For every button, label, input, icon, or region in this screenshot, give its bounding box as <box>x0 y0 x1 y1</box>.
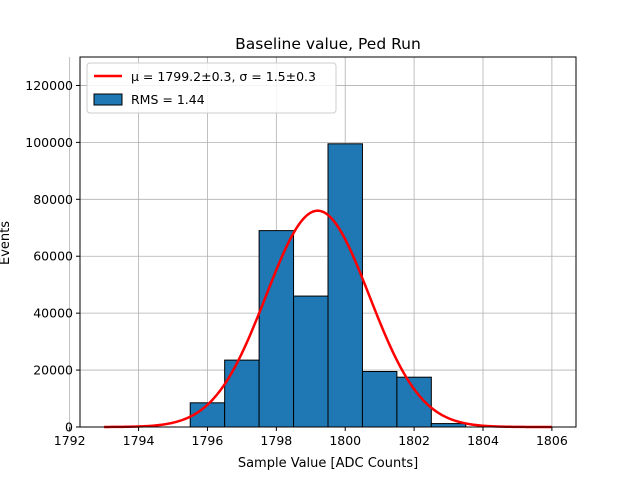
y-tick-label: 60000 <box>33 249 73 264</box>
x-tick-label: 1794 <box>123 433 155 448</box>
x-tick-label: 1796 <box>192 433 224 448</box>
histogram-bars <box>189 143 467 428</box>
fit-curve <box>104 209 552 429</box>
y-axis-title: Events <box>0 221 13 265</box>
x-tick-label: 1802 <box>398 433 430 448</box>
histogram-bar <box>293 295 329 428</box>
legend-rms-swatch <box>93 93 123 106</box>
x-tick-label: 1806 <box>536 433 568 448</box>
y-tick-label: 80000 <box>33 192 73 207</box>
x-tick-label: 1792 <box>54 433 86 448</box>
y-tick-label: 100000 <box>25 135 73 150</box>
gaussian-fit <box>104 209 552 429</box>
axes <box>79 56 577 428</box>
x-tick-label: 1800 <box>329 433 361 448</box>
legend-rms-label: RMS = 1.44 <box>131 92 205 107</box>
x-tick-label: 1804 <box>467 433 499 448</box>
y-tick-label: 40000 <box>33 306 73 321</box>
x-axis-ticks: 1792 1794 1796 1798 1800 1802 1804 1806 <box>54 427 568 448</box>
histogram-bar <box>258 230 295 428</box>
histogram-bar <box>224 359 260 428</box>
y-tick-label: 0 <box>65 420 73 435</box>
histogram-bar <box>327 143 363 428</box>
legend-fit-label: μ = 1799.2±0.3, σ = 1.5±0.3 <box>131 69 316 84</box>
x-axis-title: Sample Value [ADC Counts] <box>238 456 418 471</box>
axes-frame <box>79 56 577 428</box>
y-tick-label: 120000 <box>25 78 73 93</box>
histogram-bar <box>361 371 398 428</box>
y-tick-label: 20000 <box>33 363 73 378</box>
chart-title: Baseline value, Ped Run <box>235 35 421 53</box>
legend: μ = 1799.2±0.3, σ = 1.5±0.3 RMS = 1.44 <box>86 62 337 114</box>
histogram-bar <box>430 423 467 428</box>
legend-frame <box>86 62 337 114</box>
y-axis-ticks: 0 20000 40000 60000 80000 100000 120000 <box>25 78 80 435</box>
x-tick-label: 1798 <box>260 433 292 448</box>
